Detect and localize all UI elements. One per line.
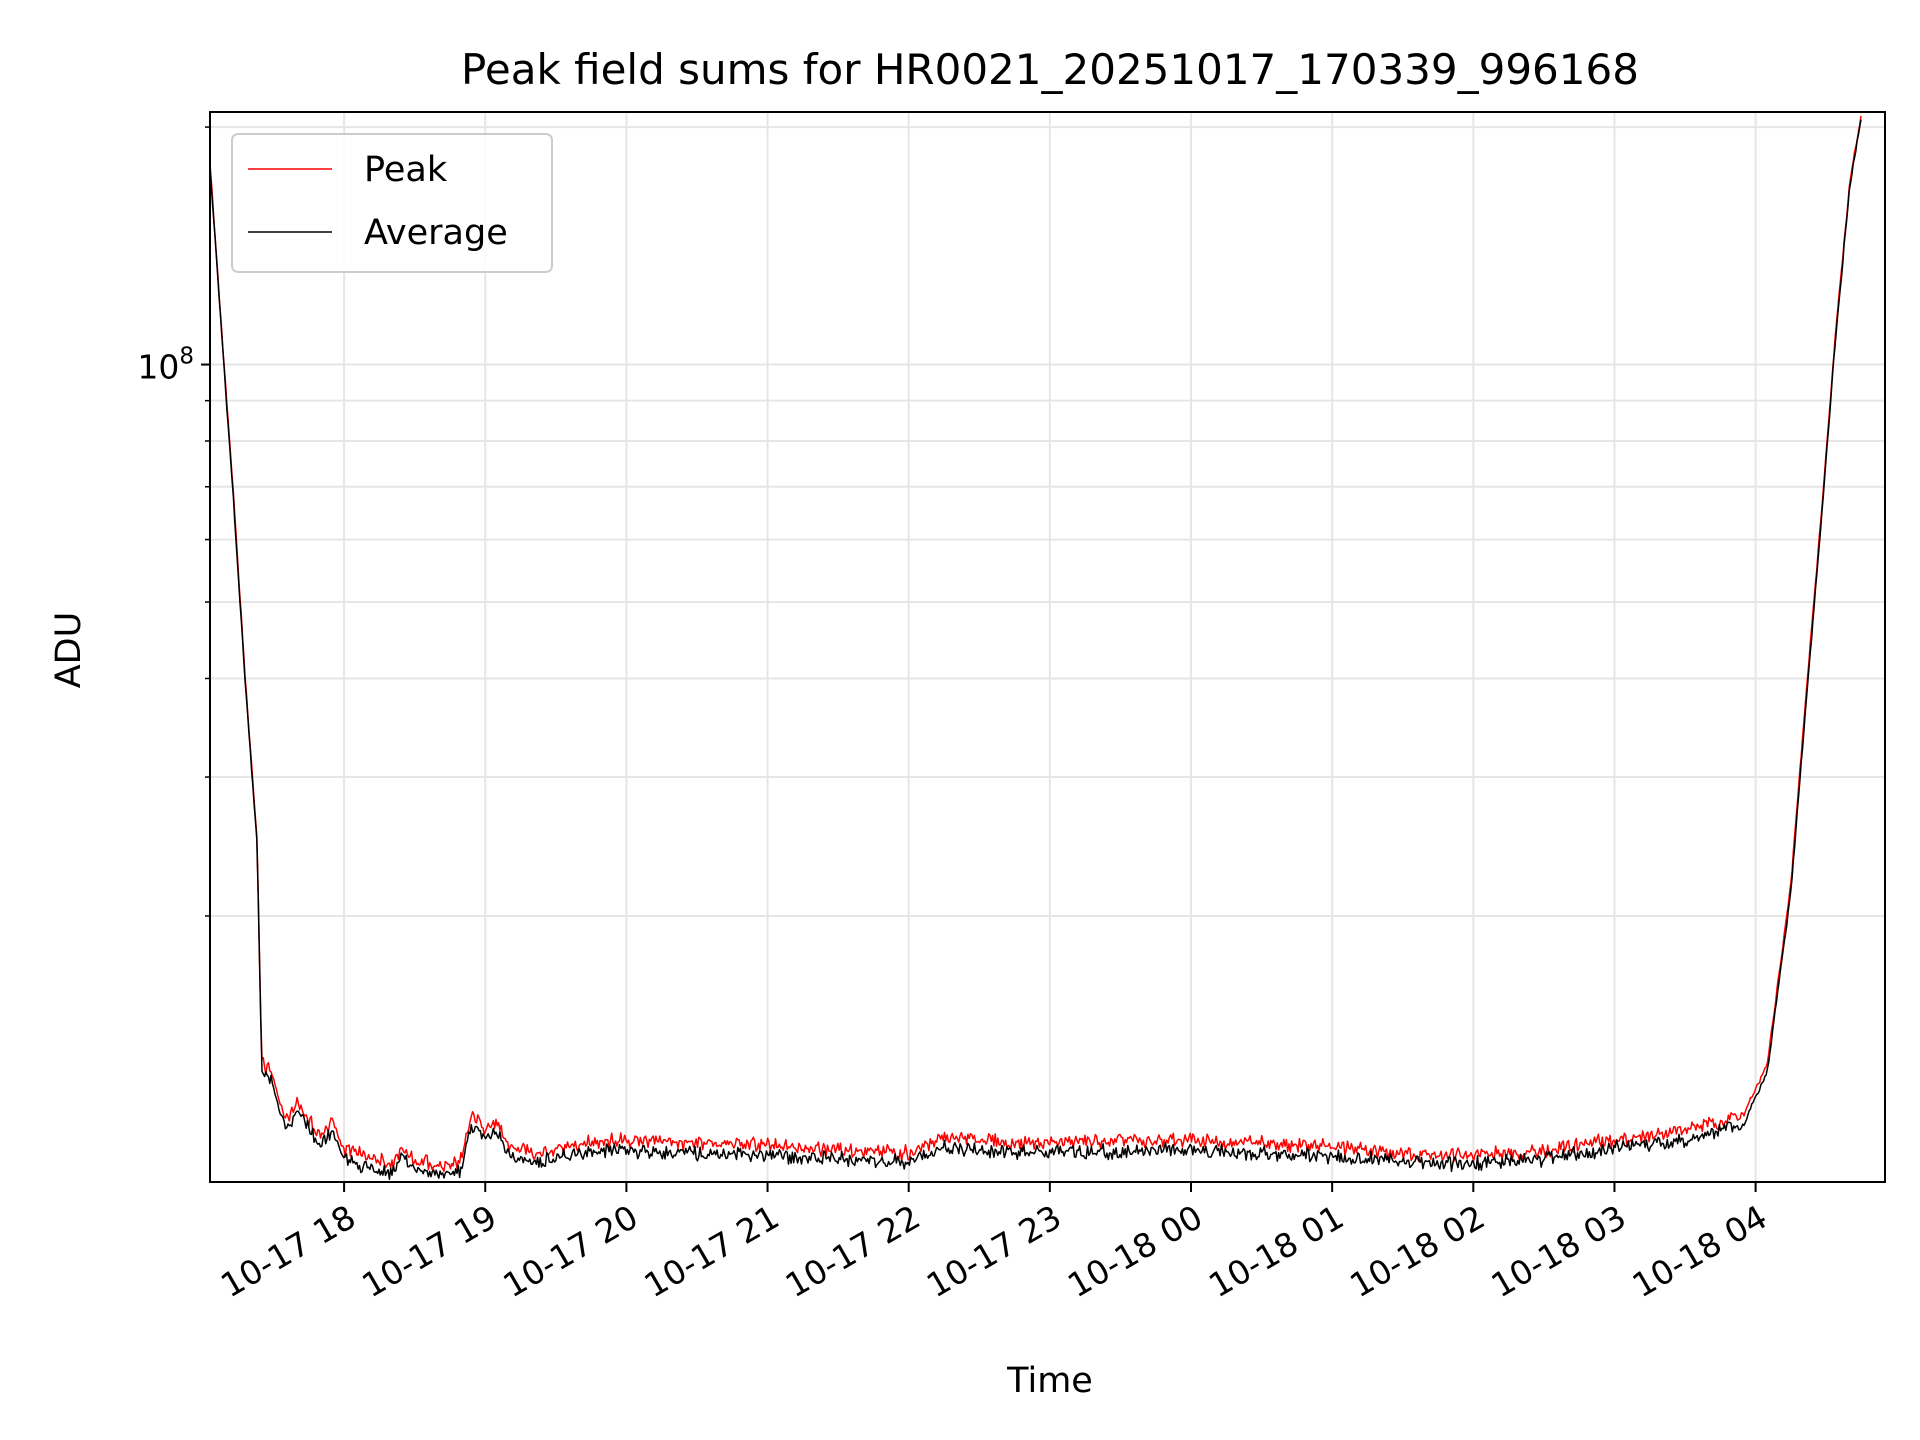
series-layer: [210, 115, 1862, 1181]
x-axis-label: Time: [1006, 1361, 1093, 1401]
legend-label-peak: Peak: [364, 150, 448, 190]
y-axis-label: ADU: [49, 612, 89, 689]
chart-title: Peak field sums for HR0021_20251017_1703…: [461, 45, 1639, 94]
series-line-peak: [210, 115, 1862, 1172]
legend-label-average: Average: [364, 213, 508, 253]
grid: [210, 112, 1885, 1182]
series-line-average: [210, 119, 1862, 1181]
legend: Peak Average: [231, 133, 553, 273]
plot-frame: [209, 111, 1886, 1183]
y-axis: 108: [137, 126, 210, 917]
y-tick-label: 108: [137, 344, 194, 387]
